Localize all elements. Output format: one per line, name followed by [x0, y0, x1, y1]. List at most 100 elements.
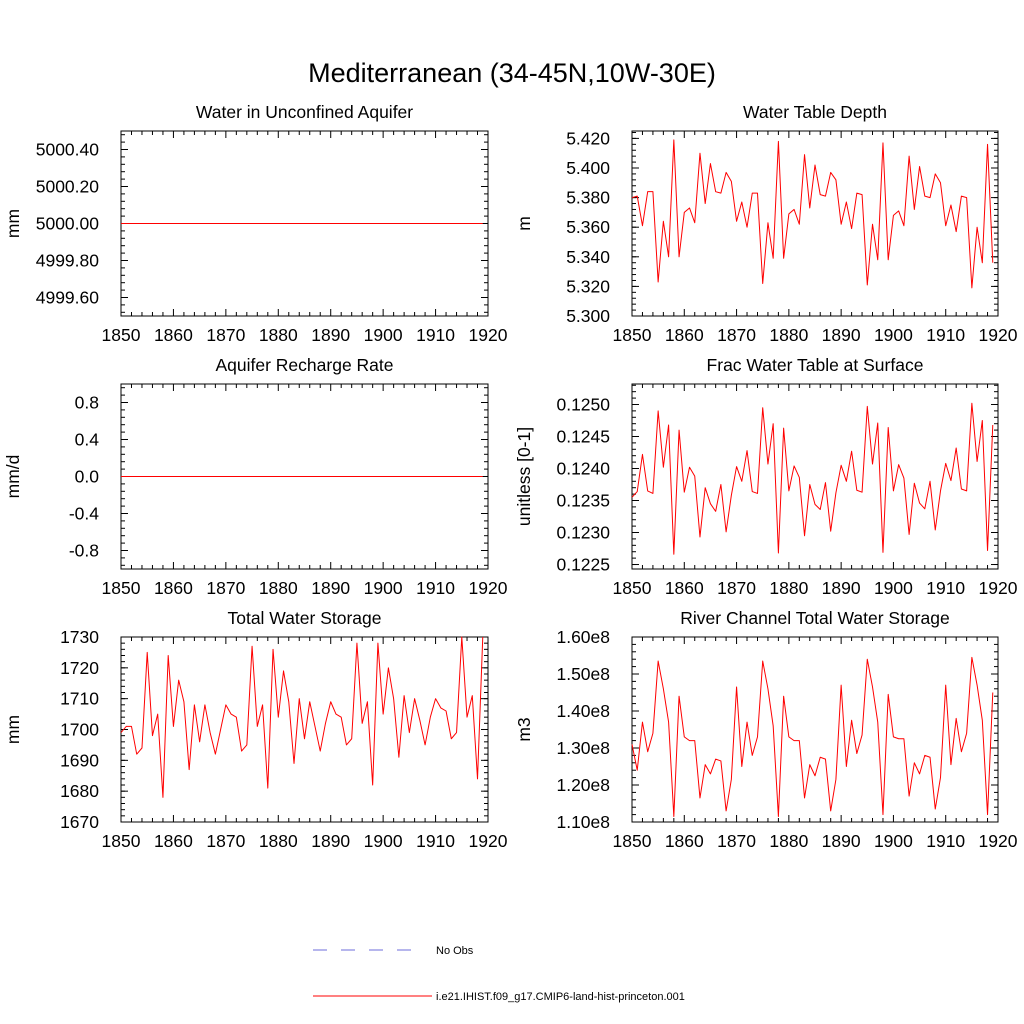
- x-tick-label: 1880: [259, 325, 298, 345]
- panel-title: River Channel Total Water Storage: [680, 608, 949, 628]
- x-tick-label: 1870: [206, 325, 245, 345]
- x-tick-label: 1920: [979, 578, 1018, 598]
- panel-title: Aquifer Recharge Rate: [215, 355, 393, 375]
- y-tick-label: 5000.00: [36, 214, 100, 234]
- x-tick-label: 1880: [259, 578, 298, 598]
- x-tick-label: 1900: [364, 578, 403, 598]
- y-tick-label: 1710: [60, 689, 99, 709]
- y-tick-label: 1.30e8: [556, 738, 610, 758]
- chart-panel-2: Water Table Depth m 1850 1860 1870 1880 1890 19…: [514, 102, 1018, 345]
- plot-frame: [631, 130, 999, 317]
- y-tick-label: 0.1230: [556, 523, 610, 543]
- panel-title: Frac Water Table at Surface: [707, 355, 924, 375]
- y-tick-label: 5.300: [566, 306, 610, 326]
- y-tick-label: 5.340: [566, 247, 610, 267]
- y-tick-label: 0.8: [75, 393, 99, 413]
- y-tick-label: 1.20e8: [556, 775, 610, 795]
- y-tick-label: 0.1240: [556, 458, 610, 478]
- y-tick-label: 1.40e8: [556, 701, 610, 721]
- x-tick-label: 1860: [665, 831, 704, 851]
- x-tick-label: 1910: [416, 325, 455, 345]
- x-tick-label: 1880: [769, 325, 808, 345]
- x-tick-label: 1890: [822, 325, 861, 345]
- y-tick-label: 0.1225: [556, 555, 610, 575]
- chart-panel-4: Frac Water Table at Surface unitless [0-1…: [514, 355, 1018, 598]
- y-tick-label: 1680: [60, 781, 99, 801]
- y-tick-label: 5000.20: [36, 177, 100, 197]
- x-tick-label: 1910: [416, 831, 455, 851]
- x-tick-label: 1920: [469, 578, 508, 598]
- y-tick-label: 0.0: [75, 467, 100, 487]
- y-tick-label: 5.420: [566, 128, 610, 148]
- series-line: [631, 402, 994, 555]
- x-tick-label: 1900: [364, 325, 403, 345]
- legend-entry-model-run: i.e21.IHIST.f09_g17.CMIP6-land-hist-prin…: [313, 991, 685, 1003]
- x-tick-label: 1920: [469, 831, 508, 851]
- page-title: Mediterranean (34-45N,10W-30E): [308, 58, 716, 88]
- x-tick-label: 1920: [469, 325, 508, 345]
- y-tick-label: 0.4: [75, 430, 100, 450]
- x-tick-label: 1920: [979, 831, 1018, 851]
- chart-panels: Water in Unconfined Aquifer mm 1850 1860 187…: [3, 102, 1018, 851]
- y-axis-label: mm: [3, 209, 23, 238]
- x-tick-label: 1880: [769, 578, 808, 598]
- x-tick-label: 1900: [874, 325, 913, 345]
- y-tick-label: 1.60e8: [556, 627, 610, 647]
- series-line: [631, 139, 994, 289]
- x-tick-label: 1880: [259, 831, 298, 851]
- plot-frame: [631, 636, 999, 823]
- x-tick-label: 1910: [416, 578, 455, 598]
- x-tick-label: 1850: [102, 325, 141, 345]
- x-tick-label: 1860: [154, 325, 193, 345]
- panel-title: Total Water Storage: [227, 608, 381, 628]
- y-tick-label: 1700: [60, 720, 99, 740]
- y-tick-label: 1670: [60, 812, 99, 832]
- chart-panel-1: Water in Unconfined Aquifer mm 1850 1860 187…: [3, 102, 508, 345]
- legend: No Obs i.e21.IHIST.f09_g17.CMIP6-land-hi…: [313, 945, 685, 1003]
- y-axis-label: m: [514, 216, 534, 231]
- x-tick-label: 1850: [102, 578, 141, 598]
- y-tick-label: 5.380: [566, 188, 610, 208]
- legend-label-model-run: i.e21.IHIST.f09_g17.CMIP6-land-hist-prin…: [436, 991, 685, 1003]
- panel-title: Water in Unconfined Aquifer: [196, 102, 413, 122]
- y-tick-label: 4999.80: [36, 251, 100, 271]
- x-tick-label: 1900: [364, 831, 403, 851]
- x-tick-label: 1890: [311, 325, 350, 345]
- x-tick-label: 1850: [613, 831, 652, 851]
- x-tick-label: 1870: [206, 831, 245, 851]
- x-tick-label: 1890: [311, 831, 350, 851]
- y-tick-label: 1690: [60, 750, 99, 770]
- x-tick-label: 1890: [822, 578, 861, 598]
- y-tick-label: 0.1235: [556, 491, 610, 511]
- x-tick-label: 1860: [154, 831, 193, 851]
- x-tick-label: 1920: [979, 325, 1018, 345]
- y-tick-label: 5000.40: [36, 140, 100, 160]
- y-tick-label: 4999.60: [36, 288, 100, 308]
- panel-title: Water Table Depth: [743, 102, 887, 122]
- y-tick-label: 5.400: [566, 158, 610, 178]
- x-tick-label: 1870: [717, 831, 756, 851]
- x-tick-label: 1870: [717, 325, 756, 345]
- x-tick-label: 1910: [926, 325, 965, 345]
- series-line: [120, 636, 484, 798]
- series-line: [631, 656, 994, 817]
- x-tick-label: 1910: [926, 578, 965, 598]
- x-tick-label: 1910: [926, 831, 965, 851]
- y-tick-label: 0.1250: [556, 394, 610, 414]
- x-tick-label: 1860: [154, 578, 193, 598]
- x-tick-label: 1860: [665, 325, 704, 345]
- legend-entry-no-obs: No Obs: [313, 945, 474, 957]
- x-tick-label: 1890: [311, 578, 350, 598]
- x-tick-label: 1900: [874, 578, 913, 598]
- x-tick-label: 1870: [206, 578, 245, 598]
- x-tick-label: 1900: [874, 831, 913, 851]
- y-tick-label: 5.320: [566, 276, 610, 296]
- x-tick-label: 1850: [613, 578, 652, 598]
- chart-panel-3: Aquifer Recharge Rate mm/d 1850 1860 1870 188…: [3, 355, 508, 598]
- y-tick-label: 1.10e8: [556, 812, 610, 832]
- x-tick-label: 1870: [717, 578, 756, 598]
- y-tick-label: -0.4: [69, 504, 99, 524]
- x-tick-label: 1880: [769, 831, 808, 851]
